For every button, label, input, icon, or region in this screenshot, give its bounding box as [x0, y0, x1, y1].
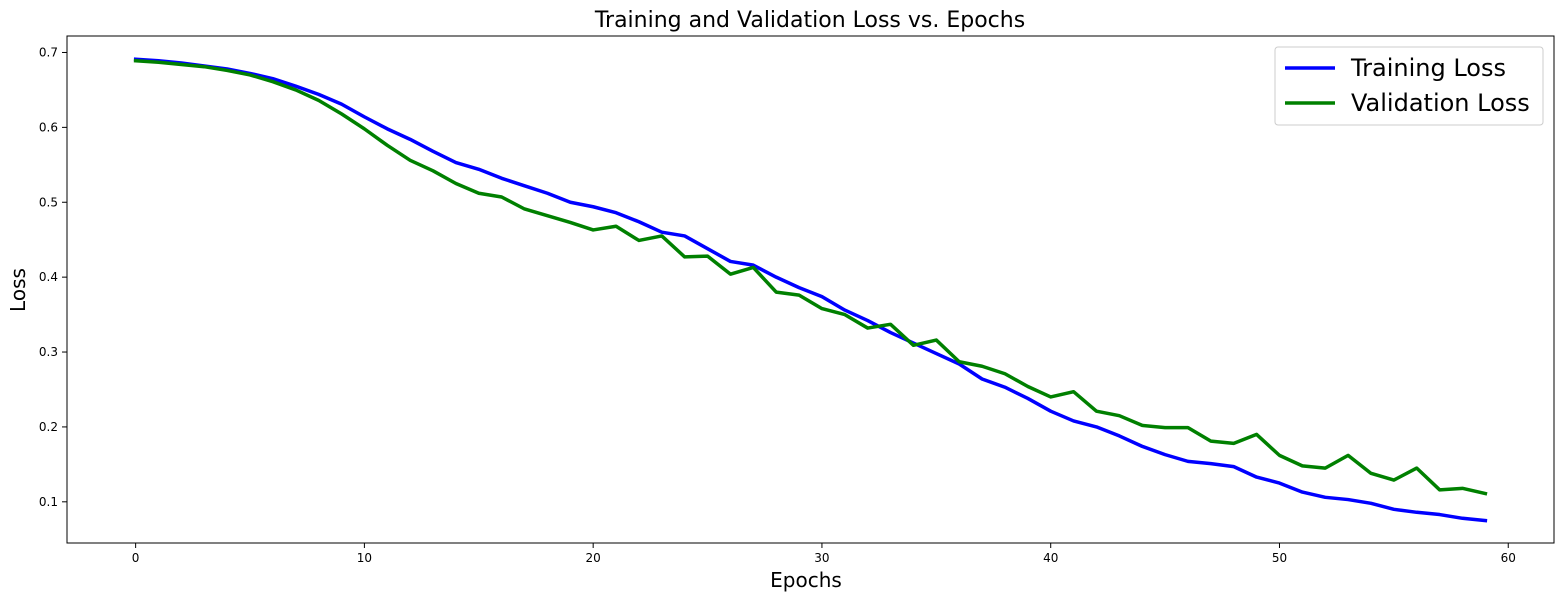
- y-tick-label: 0.3: [39, 345, 58, 359]
- x-tick-label: 30: [814, 551, 829, 565]
- series-line-training-loss: [133, 57, 1488, 523]
- chart-title: Training and Validation Loss vs. Epochs: [594, 8, 1025, 33]
- y-tick-label: 0.2: [39, 420, 58, 434]
- legend-box: [1274, 46, 1544, 126]
- x-axis-ticks: 0 10 20 30 40 50 60: [132, 543, 1516, 565]
- y-tick-label: 0.7: [39, 45, 58, 59]
- plot-lines: [133, 57, 1488, 523]
- legend: Training Loss Validation Loss: [1274, 46, 1544, 126]
- x-tick-label: 0: [132, 551, 140, 565]
- x-tick-label: 60: [1501, 551, 1516, 565]
- legend-label-training-loss: Training Loss: [1350, 54, 1506, 82]
- y-tick-label: 0.4: [39, 270, 58, 284]
- x-tick-label: 20: [586, 551, 601, 565]
- legend-label-validation-loss: Validation Loss: [1351, 89, 1530, 117]
- plot-frame: [66, 35, 1555, 544]
- y-tick-label: 0.6: [39, 120, 58, 134]
- y-axis-ticks: 0.1 0.2 0.3 0.4 0.5 0.6 0.7: [39, 45, 67, 509]
- y-tick-label: 0.1: [39, 495, 58, 509]
- x-axis-label: Epochs: [770, 568, 842, 592]
- y-tick-label: 0.5: [39, 195, 58, 209]
- x-tick-label: 50: [1272, 551, 1287, 565]
- x-tick-label: 40: [1043, 551, 1058, 565]
- x-tick-label: 10: [357, 551, 372, 565]
- y-axis-label: Loss: [6, 268, 30, 312]
- series-line-validation-loss: [133, 58, 1488, 496]
